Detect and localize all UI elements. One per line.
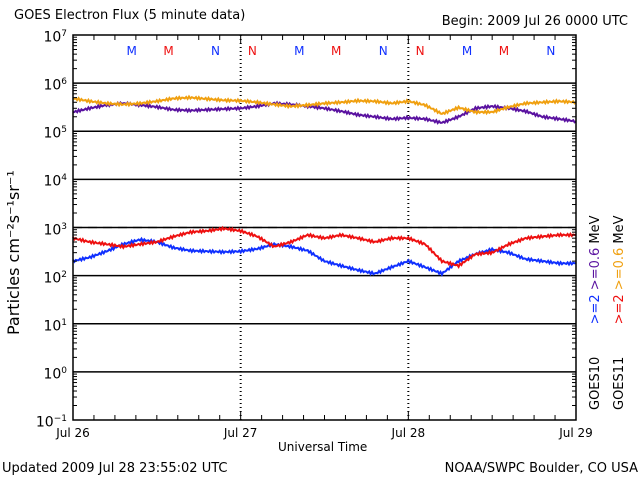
y-tick-exponent: 5 [61, 125, 67, 136]
legend-goes11: GOES11 >=2 >=0.6 MeV [612, 215, 627, 410]
y-tick-label: 102 [43, 268, 67, 286]
y-tick-exponent: 7 [61, 29, 67, 39]
updated-timestamp: Updated 2009 Jul 28 23:55:02 UTC [2, 461, 228, 476]
y-tick-base: 10 [43, 174, 62, 191]
y-tick-base: 10 [43, 77, 62, 94]
chart-title: GOES Electron Flux (5 minute data) [14, 8, 246, 23]
series-line [72, 100, 577, 125]
series-line [72, 225, 577, 270]
y-tick-exponent: 0 [61, 365, 67, 376]
time-marker: M [462, 44, 472, 58]
series-line [72, 94, 577, 116]
time-marker: M [163, 44, 173, 58]
x-tick-label: Jul 28 [391, 426, 426, 440]
y-tick-base: 10 [43, 366, 62, 383]
y-tick-exponent: 2 [61, 269, 67, 280]
y-tick-exponent: 4 [61, 173, 67, 184]
x-axis-label: Universal Time [278, 440, 368, 454]
time-marker: M [331, 44, 341, 58]
data-source: NOAA/SWPC Boulder, CO USA [444, 461, 638, 476]
grid [73, 35, 576, 420]
time-marker: M [294, 44, 304, 58]
y-tick-label: 105 [43, 123, 67, 141]
time-marker: N [379, 44, 388, 58]
time-marker: N [416, 44, 425, 58]
time-marker: M [499, 44, 509, 58]
y-tick-base: 10 [43, 29, 62, 46]
begin-time: Begin: 2009 Jul 26 0000 UTC [441, 14, 628, 29]
x-tick-label: Jul 29 [559, 426, 593, 440]
legend-goes11-unit: MeV [612, 215, 627, 244]
time-marker: N [546, 44, 555, 58]
time-marker: N [248, 44, 257, 58]
y-tick-exponent: 3 [61, 221, 67, 232]
legend-goes10-high: >=2 [588, 294, 603, 325]
series-line [72, 236, 576, 277]
x-tick-label: Jul 27 [223, 426, 258, 440]
y-tick-base: 10 [43, 222, 62, 239]
legend-goes10-name: GOES10 [588, 356, 603, 410]
y-tick-label: 104 [43, 171, 67, 189]
y-tick-label: 103 [43, 220, 67, 238]
x-tick-label: Jul 26 [56, 426, 90, 440]
legend-goes10-unit: MeV [588, 215, 603, 244]
y-tick-exponent: 6 [61, 77, 67, 88]
y-tick-label: 100 [43, 364, 67, 382]
legend-goes10: GOES10 >=2 >=0.6 MeV [588, 215, 603, 410]
time-marker: M [127, 44, 137, 58]
axes [72, 34, 577, 421]
y-tick-label: 10−1 [36, 412, 67, 430]
y-tick-exponent: −1 [53, 414, 67, 424]
y-tick-base: 10 [43, 318, 62, 335]
legend-goes11-high: >=2 [612, 294, 627, 325]
legend-goes10-low: >=0.6 [588, 247, 603, 291]
legend-goes11-name: GOES11 [612, 356, 627, 410]
y-tick-label: 107 [43, 27, 67, 45]
y-tick-exponent: 1 [61, 317, 67, 328]
time-marker: N [211, 44, 220, 58]
y-tick-base: 10 [43, 270, 62, 287]
y-axis-label: Particles cm⁻²s⁻¹sr⁻¹ [4, 170, 23, 335]
y-tick-label: 106 [43, 75, 67, 93]
y-tick-label: 101 [43, 316, 67, 334]
series [72, 94, 577, 277]
y-tick-base: 10 [43, 125, 62, 142]
y-tick-base: 10 [35, 414, 54, 431]
legend-goes11-low: >=0.6 [612, 247, 627, 291]
